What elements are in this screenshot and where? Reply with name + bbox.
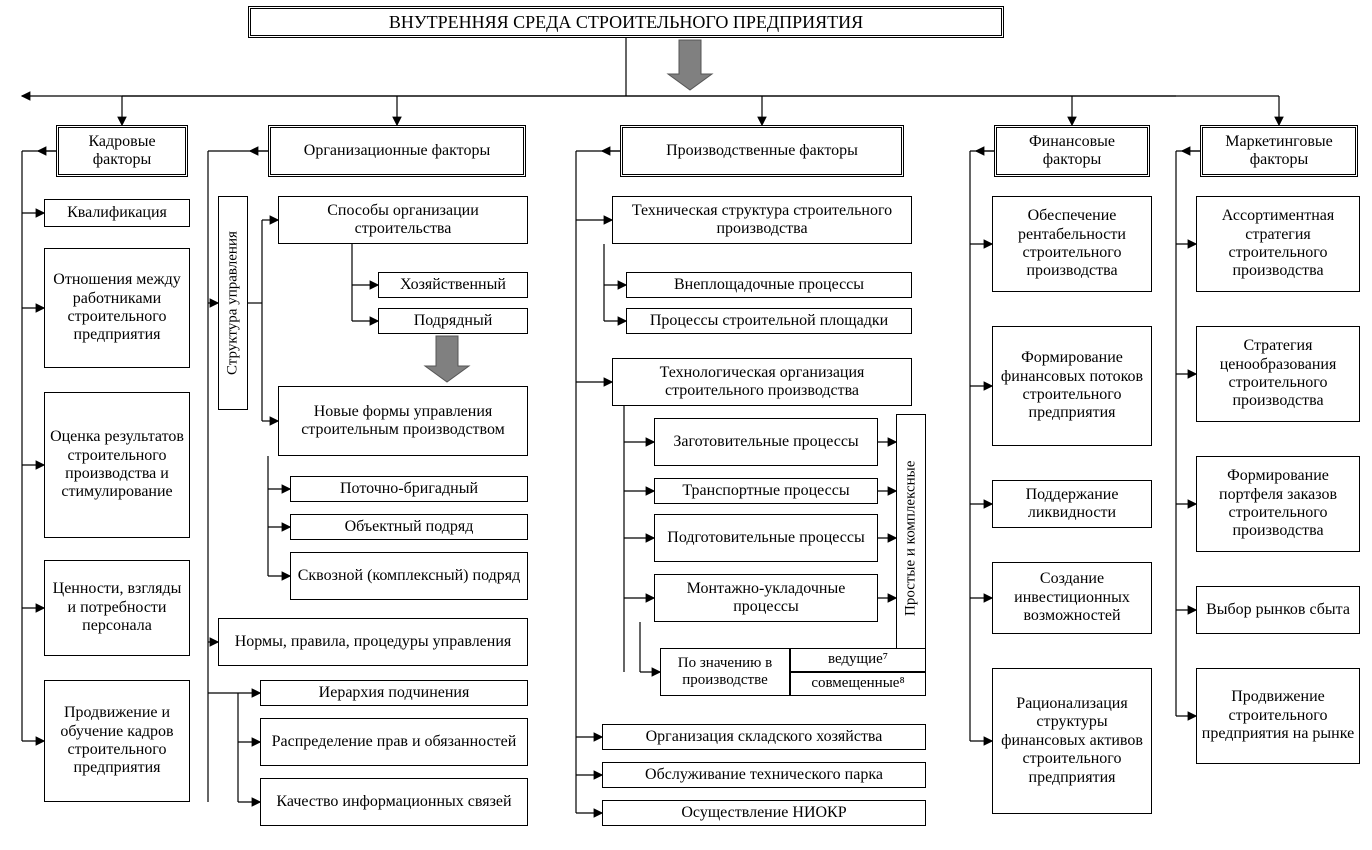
col1-training: Продвижение и обучение кадров строительн…: [44, 680, 190, 802]
col1-values: Ценности, взгляды и потребности персонал…: [44, 560, 190, 656]
col2-methods-contract: Подрядный: [378, 308, 528, 334]
col3-techstruct: Техническая структура строительного прои…: [612, 196, 912, 244]
col2-norms: Нормы, правила, процедуры управления: [218, 618, 528, 666]
col3-onsite: Процессы строительной площадки: [626, 308, 912, 334]
col4-invest: Создание инвестиционных возможностей: [992, 562, 1152, 634]
col3-techorg: Технологическая организация строительног…: [612, 358, 912, 406]
col2-newforms: Новые формы управления строительным прои…: [278, 386, 528, 456]
col4-flows: Формирование финансовых потоков строител…: [992, 326, 1152, 446]
col3-rnd: Осуществление НИОКР: [602, 800, 926, 826]
col3-prep: Подготовительные процессы: [654, 514, 878, 562]
col5-pricing: Стратегия ценообразования строительного …: [1196, 326, 1360, 422]
col3-combined: совмещенные⁸: [790, 672, 926, 696]
col2-methods-economic: Хозяйственный: [378, 272, 528, 298]
col4-assets: Рационализация структуры финансовых акти…: [992, 668, 1152, 814]
col3-procurement: Заготовительные процессы: [654, 418, 878, 466]
col2-methods: Способы организации строительства: [278, 196, 528, 244]
col2-side-structure: Структура управления: [218, 196, 248, 410]
col4-liquidity: Поддержание ликвидности: [992, 480, 1152, 528]
col1-evaluation: Оценка результатов строительного произво…: [44, 392, 190, 538]
header-col4: Финансовые факторы: [994, 125, 1150, 177]
col3-maintenance: Обслуживание технического парка: [602, 762, 926, 788]
col5-markets: Выбор рынков сбыта: [1196, 586, 1360, 634]
col3-warehouse: Организация складского хозяйства: [602, 724, 926, 750]
col1-qualification: Квалификация: [44, 199, 190, 227]
col3-transport: Транспортные процессы: [654, 478, 878, 504]
col3-by-value-label: По значению в производстве: [660, 648, 790, 696]
col5-promotion: Продвижение строительного предприятия на…: [1196, 668, 1360, 764]
col3-leading: ведущие⁷: [790, 648, 926, 672]
col5-assortment: Ассортиментная стратегия строительного п…: [1196, 196, 1360, 292]
col2-newforms-brigade: Поточно-бригадный: [290, 476, 528, 502]
col2-newforms-object: Объектный подряд: [290, 514, 528, 540]
col1-relations: Отношения между работниками строительног…: [44, 248, 190, 368]
col3-side-complex: Простые и комплексные: [896, 414, 926, 662]
col2-rights: Распределение прав и обязанностей: [260, 718, 528, 766]
col5-portfolio: Формирование портфеля заказов строительн…: [1196, 456, 1360, 552]
header-col3: Производственные факторы: [620, 125, 904, 177]
diagram-title: ВНУТРЕННЯЯ СРЕДА СТРОИТЕЛЬНОГО ПРЕДПРИЯТ…: [248, 6, 1004, 38]
col4-profitability: Обеспечение рентабельности строительного…: [992, 196, 1152, 292]
col2-hierarchy: Иерархия подчинения: [260, 680, 528, 706]
header-col2: Организационные факторы: [268, 125, 526, 177]
col3-assembly: Монтажно-укладочные процессы: [654, 574, 878, 622]
col3-offsite: Внеплощадочные процессы: [626, 272, 912, 298]
col2-info: Качество информационных связей: [260, 778, 528, 826]
header-col1: Кадровые факторы: [56, 125, 188, 177]
header-col5: Маркетинговые факторы: [1200, 125, 1358, 177]
col2-newforms-through: Сквозной (комплексный) подряд: [290, 552, 528, 600]
